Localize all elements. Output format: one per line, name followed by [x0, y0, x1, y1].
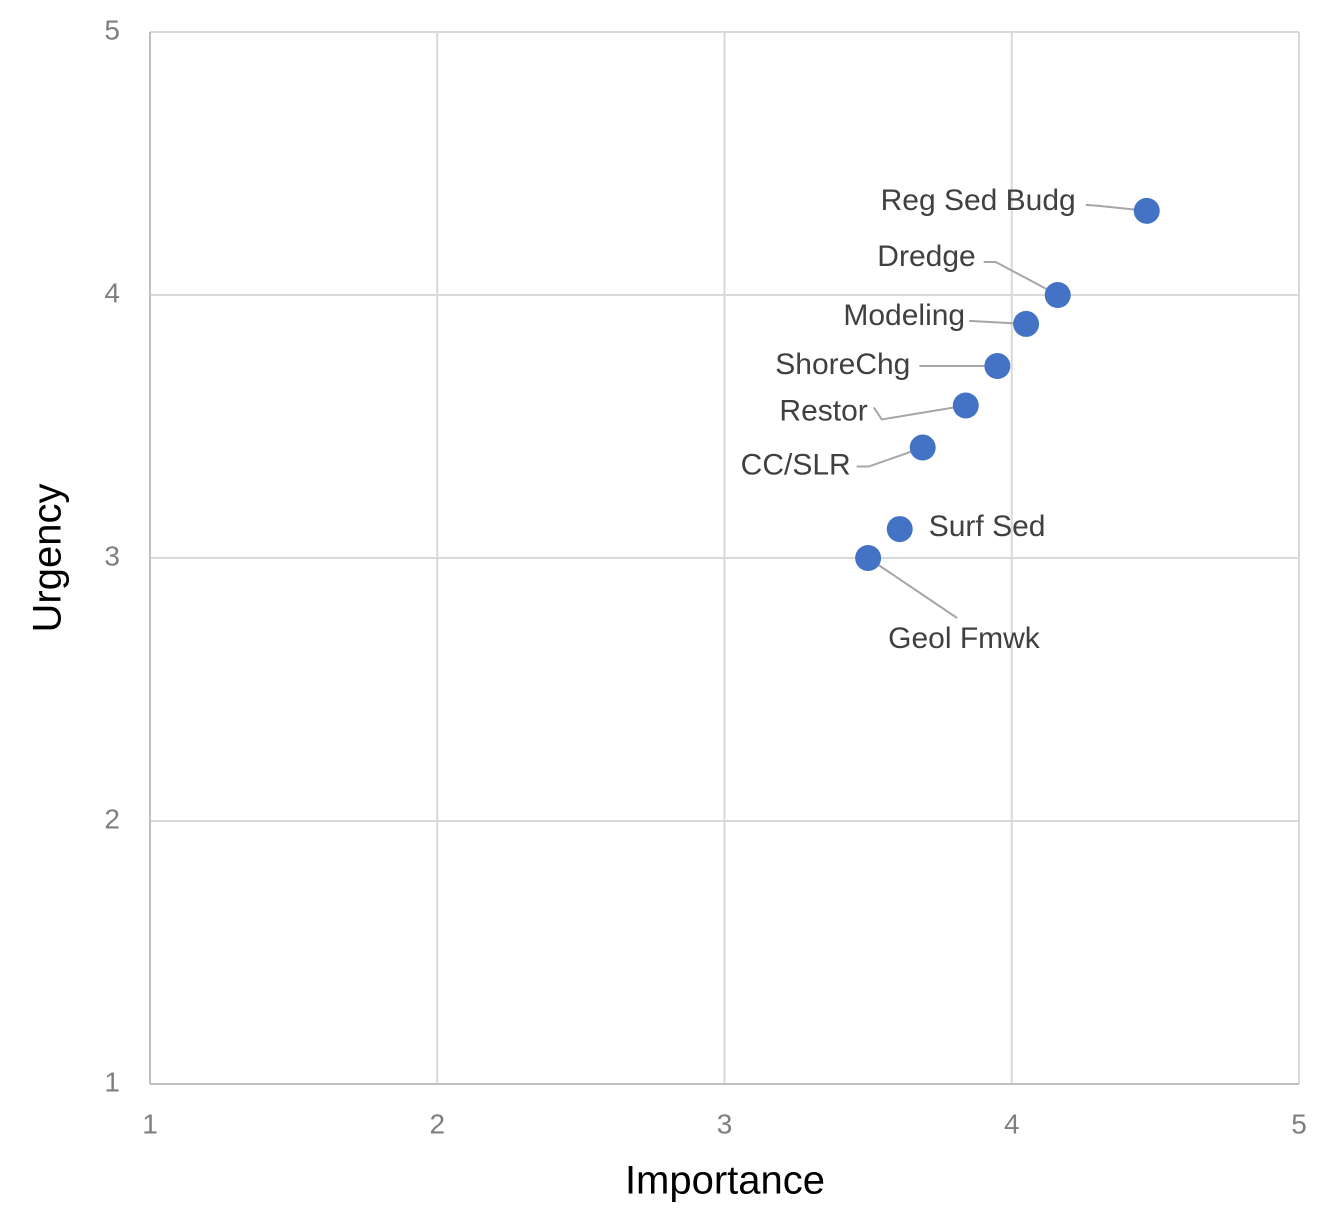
x-tick-label: 2 [429, 1108, 445, 1139]
y-axis-title: Urgency [26, 484, 70, 633]
x-tick-label: 4 [1004, 1108, 1020, 1139]
point-label: Dredge [877, 240, 975, 273]
point [952, 392, 979, 419]
y-tick-label: 3 [104, 540, 120, 571]
y-tick-label: 4 [104, 277, 120, 308]
x-tick-label: 5 [1291, 1108, 1307, 1139]
point-label: Modeling [843, 299, 965, 332]
point-label: ShoreChg [775, 348, 910, 381]
y-tick-label: 2 [104, 803, 120, 834]
x-tick-label: 1 [142, 1108, 158, 1139]
point [909, 434, 936, 461]
leader-line [867, 557, 958, 619]
point [984, 353, 1011, 380]
x-axis-title: Importance [625, 1159, 825, 1203]
y-tick-label: 1 [104, 1066, 120, 1097]
x-tick-label: 3 [717, 1108, 733, 1139]
point-label: Surf Sed [929, 510, 1046, 543]
leader-line [983, 261, 1059, 296]
point-label: CC/SLR [741, 448, 851, 481]
y-tick-label: 5 [104, 14, 120, 45]
point [886, 516, 913, 543]
point [1044, 282, 1071, 308]
leader-line [1085, 203, 1147, 212]
point-label: Geol Fmwk [888, 622, 1041, 655]
point [855, 545, 882, 571]
point [1013, 310, 1040, 337]
leader-line [856, 446, 924, 468]
point-label: Reg Sed Budg [881, 184, 1076, 217]
point-label: Restor [779, 394, 867, 427]
point [1133, 197, 1160, 224]
leader-line [872, 404, 966, 421]
